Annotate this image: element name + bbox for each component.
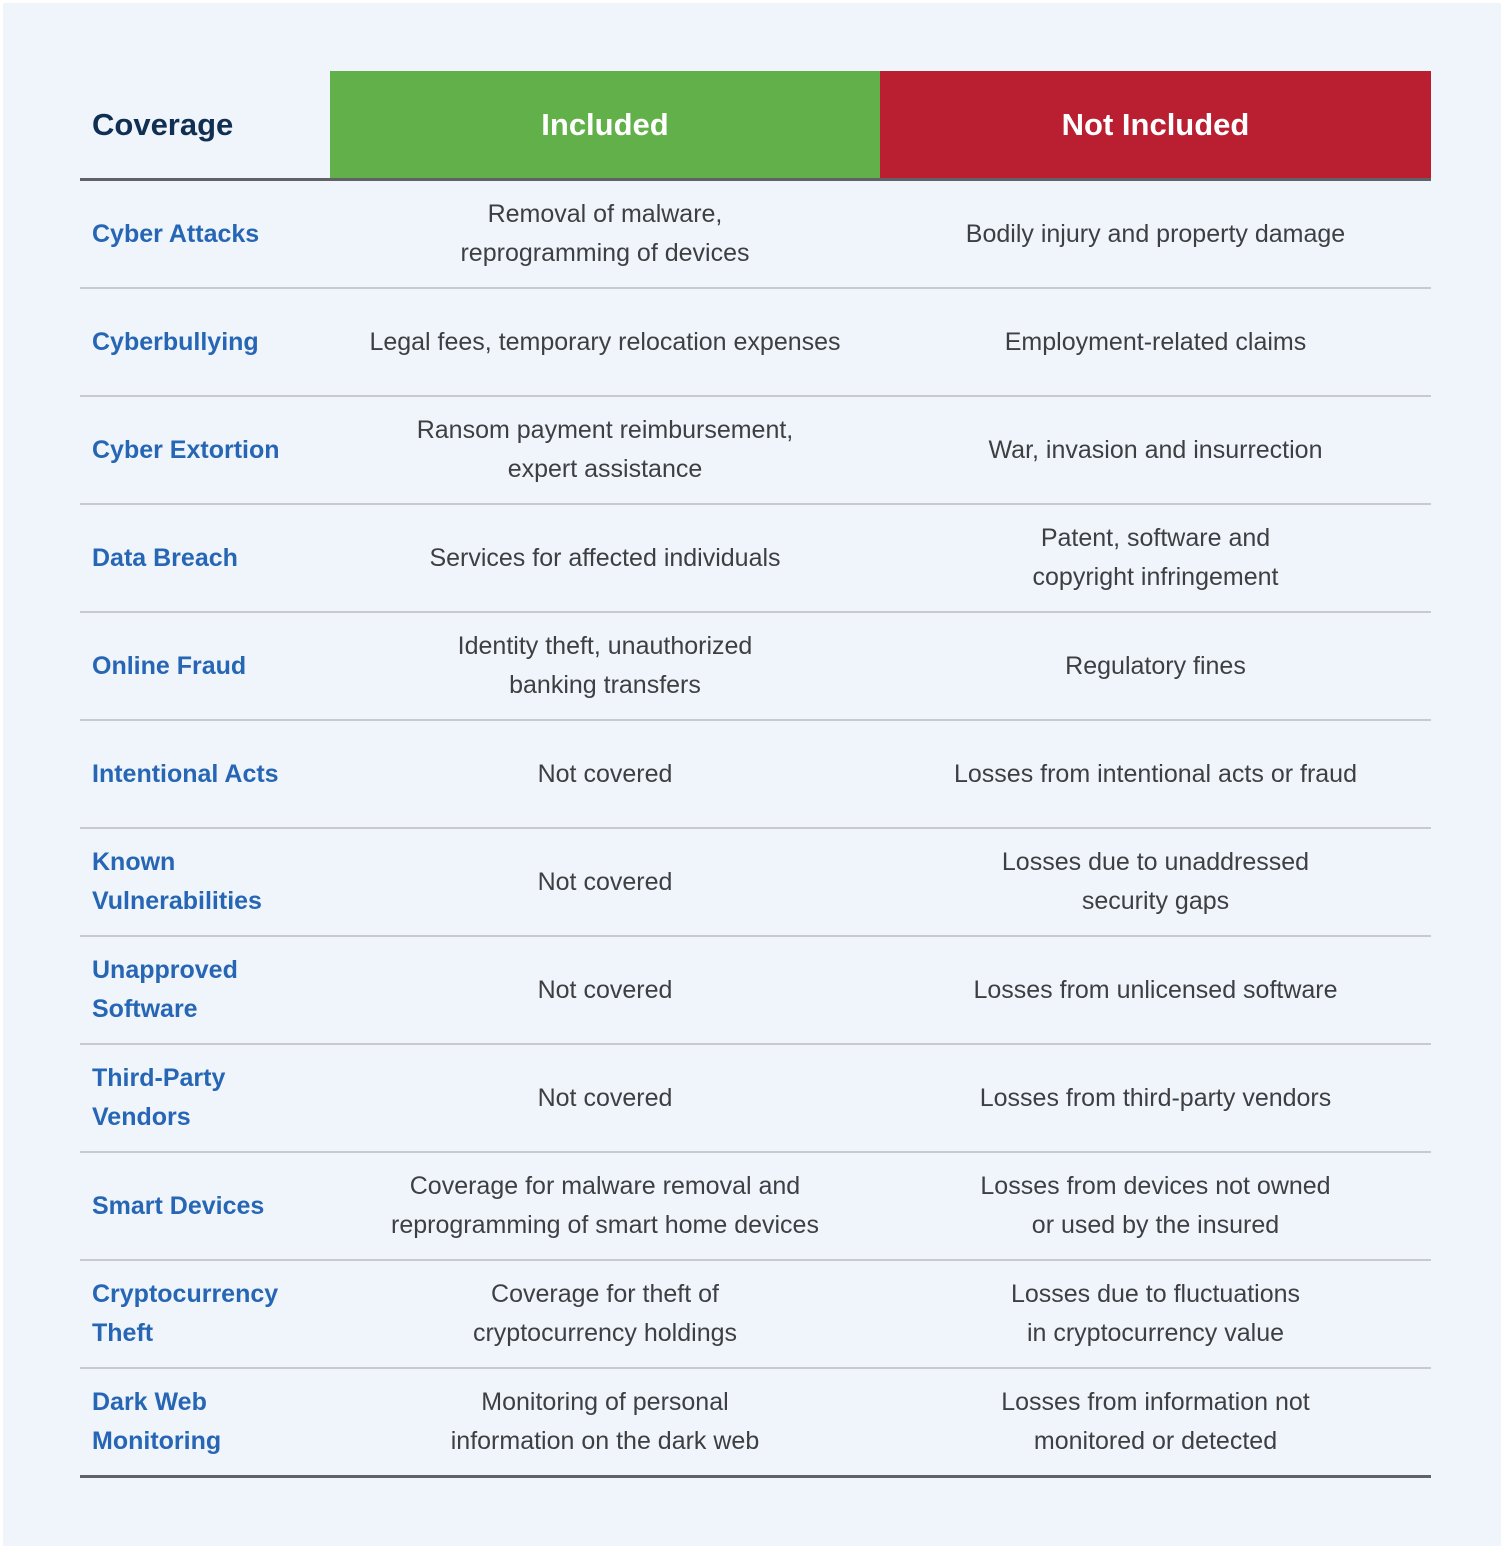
table-row: Third-Party Vendors Not covered Losses fro… xyxy=(80,1045,1431,1153)
not-included-cell: War, invasion and insurrection xyxy=(988,435,1323,464)
coverage-cell: Smart Devices xyxy=(92,1191,265,1220)
not-included-cell: Bodily injury and property damage xyxy=(965,219,1346,248)
table-row: Cyber Extortion Ransom payment reimbursem… xyxy=(80,397,1431,505)
included-cell: Ransom payment reimbursement, expert ass… xyxy=(416,416,794,483)
not-included-cell: Regulatory fines xyxy=(1065,651,1246,680)
table-row: Online Fraud Identity theft, unauthorized… xyxy=(80,613,1431,721)
coverage-cell: Online Fraud xyxy=(92,651,247,680)
coverage-cell: Third-Party Vendors xyxy=(92,1064,226,1131)
included-cell: Not covered xyxy=(537,759,673,788)
coverage-cell: Data Breach xyxy=(92,543,238,572)
coverage-cell: Cyber Extortion xyxy=(92,435,280,464)
not-included-cell: Losses from third-party vendors xyxy=(979,1083,1332,1112)
table-header: Coverage Included Not Included xyxy=(80,71,1431,181)
coverage-cell: Cyber Attacks xyxy=(92,219,260,248)
included-cell: Services for affected individuals xyxy=(429,543,781,572)
included-cell: Not covered xyxy=(537,1083,673,1112)
table-row: Cyber Attacks Removal of malware, reprogr… xyxy=(80,181,1431,289)
table-body: Cyber Attacks Removal of malware, reprogr… xyxy=(80,181,1431,1478)
included-cell: Coverage for malware removal and reprogr… xyxy=(391,1172,819,1239)
table-row: Smart Devices Coverage for malware remova… xyxy=(80,1153,1431,1261)
coverage-cell: Known Vulnerabilities xyxy=(92,848,262,915)
included-cell: Not covered xyxy=(537,975,673,1004)
included-cell: Identity theft, unauthorized banking tra… xyxy=(457,632,753,699)
included-cell: Not covered xyxy=(537,867,673,896)
header-coverage: Coverage xyxy=(92,106,234,142)
coverage-cell: Cyberbullying xyxy=(92,327,259,356)
not-included-cell: Employment-related claims xyxy=(1004,327,1307,356)
header-not-included: Not Included xyxy=(880,71,1431,178)
table-row: Unapproved Software Not covered Losses fro… xyxy=(80,937,1431,1045)
included-cell: Coverage for theft of cryptocurrency hol… xyxy=(472,1280,737,1347)
not-included-cell: Losses due to unaddressed security gaps xyxy=(1001,848,1310,915)
coverage-cell: Dark Web Monitoring xyxy=(92,1388,222,1455)
coverage-cell: Cryptocurrency Theft xyxy=(92,1280,279,1347)
coverage-cell: Unapproved Software xyxy=(92,956,238,1023)
not-included-cell: Losses due to fluctuations in cryptocurr… xyxy=(1010,1280,1301,1347)
not-included-cell: Losses from unlicensed software xyxy=(973,975,1338,1004)
background-panel xyxy=(3,3,1501,1546)
included-cell: Removal of malware, reprogramming of dev… xyxy=(460,200,750,267)
table-row: Cryptocurrency Theft Coverage for theft o… xyxy=(80,1261,1431,1369)
table-row: Cyberbullying Legal fees, temporary reloc… xyxy=(80,289,1431,397)
included-cell: Legal fees, temporary relocation expense… xyxy=(369,327,841,356)
included-cell: Monitoring of personal information on th… xyxy=(450,1388,760,1455)
not-included-cell: Losses from intentional acts or fraud xyxy=(954,759,1357,788)
coverage-cell: Intentional Acts xyxy=(92,759,279,788)
not-included-cell: Losses from devices not owned or used by… xyxy=(980,1172,1331,1239)
table-row: Known Vulnerabilities Not covered Losses d… xyxy=(80,829,1431,937)
coverage-table: Coverage Included Not Included Cyber Att… xyxy=(80,71,1431,1478)
table-row: Data Breach Services for affected individ… xyxy=(80,505,1431,613)
header-included: Included xyxy=(330,71,880,178)
not-included-cell: Patent, software and copyright infringem… xyxy=(1032,524,1279,591)
not-included-cell: Losses from information not monitored or… xyxy=(1001,1388,1310,1455)
table-row: Dark Web Monitoring Monitoring of persona… xyxy=(80,1369,1431,1478)
table-row: Intentional Acts Not covered Losses from i… xyxy=(80,721,1431,829)
